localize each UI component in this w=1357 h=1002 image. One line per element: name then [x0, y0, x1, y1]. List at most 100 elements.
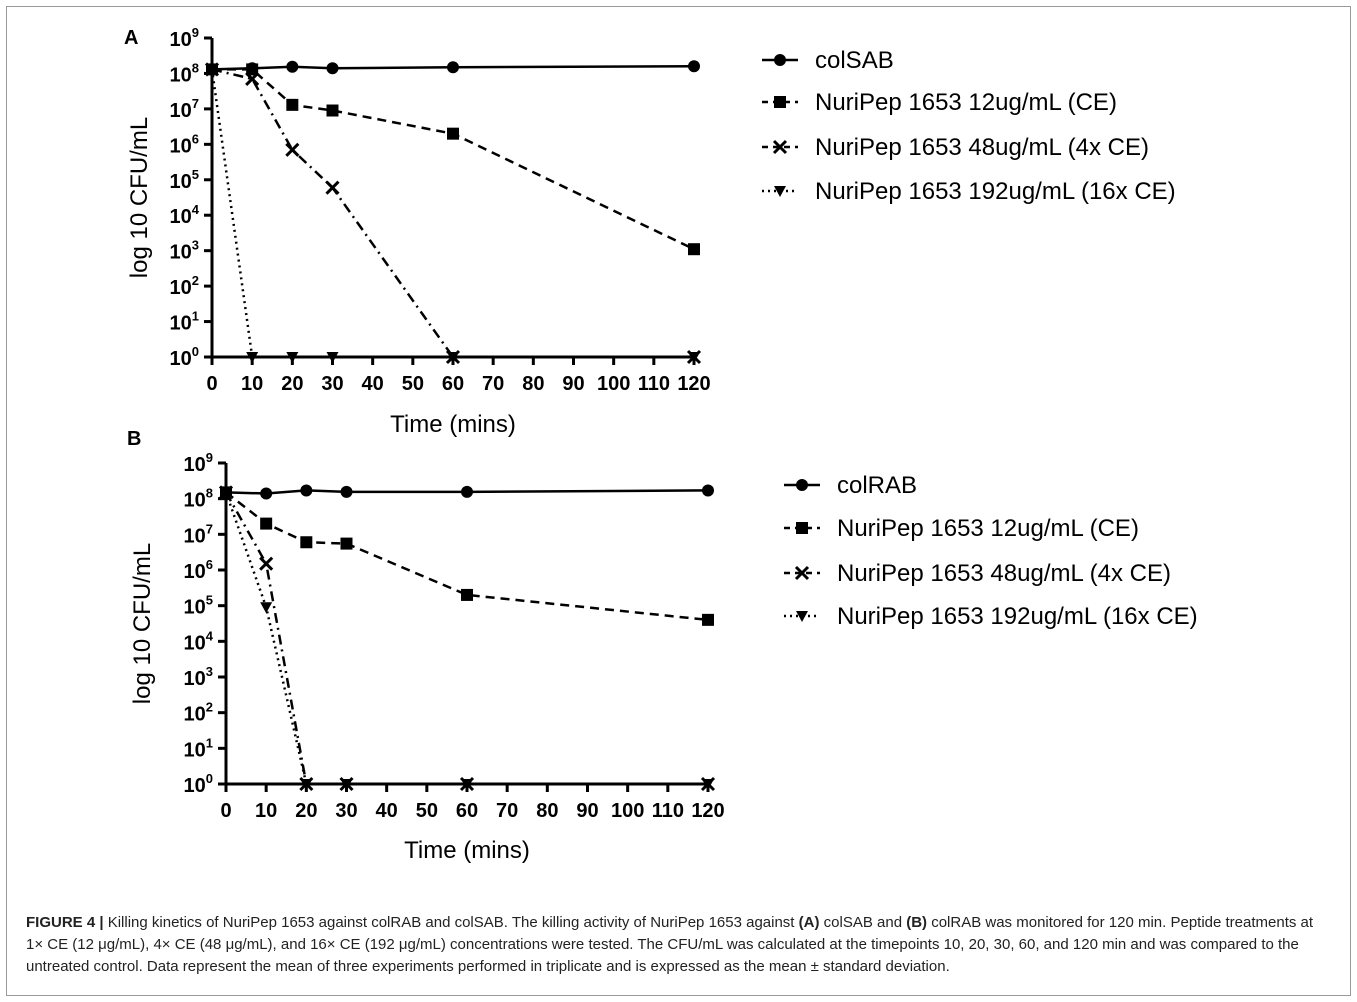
data-point-x — [259, 556, 274, 571]
y-tick-label: 107 — [184, 521, 213, 547]
legend-label: NuriPep 1653 192ug/mL (16x CE) — [815, 178, 1176, 205]
legend-label: colSAB — [815, 47, 894, 74]
data-point-circle — [286, 60, 299, 73]
series-triangle-down — [220, 487, 714, 790]
series-line-x — [211, 68, 694, 359]
data-point-square — [702, 613, 714, 626]
figure-caption: FIGURE 4 | Killing kinetics of NuriPep 1… — [26, 912, 1334, 978]
x-tick-label: 120 — [691, 800, 724, 822]
legend-label: NuriPep 1653 48ug/mL (4x CE) — [815, 134, 1149, 161]
y-tick-label: 106 — [170, 131, 199, 157]
data-point-triangle-down — [206, 64, 218, 76]
caption-ref-a: (A) — [798, 914, 820, 931]
data-point-square — [326, 104, 339, 117]
legend-marker-triangle-down — [774, 186, 786, 197]
data-point-square — [340, 537, 353, 550]
data-point-square — [260, 517, 273, 530]
data-point-circle — [340, 485, 353, 498]
data-point-triangle-down — [688, 352, 700, 363]
series-triangle-down — [206, 64, 700, 363]
data-point-circle — [461, 485, 473, 498]
x-tick-label: 10 — [255, 800, 277, 822]
data-point-triangle-down — [447, 352, 459, 363]
caption-text-3: colRAB was monitored for 120 min. Peptid… — [26, 914, 1314, 975]
x-tick-label: 50 — [416, 800, 438, 822]
series-square — [206, 63, 700, 256]
y-tick-label: 108 — [184, 486, 213, 512]
chart-panel-b: B 100 101 102 103 104 105 106 107 108 109 0 10 20 30 40… — [127, 428, 1198, 864]
data-point-circle — [447, 61, 459, 74]
series-circle — [206, 60, 700, 76]
legend-item-circle: colSAB — [762, 47, 894, 74]
legend-marker-x — [772, 139, 788, 155]
series-line-triangle-down — [224, 491, 708, 786]
y-tick-label: 101 — [184, 735, 213, 761]
data-point-square — [461, 588, 473, 601]
y-tick-label: 105 — [184, 593, 213, 619]
x-tick-label: 100 — [611, 800, 644, 822]
legend-item-x: NuriPep 1653 48ug/mL (4x CE) — [762, 134, 1149, 161]
legend-item-square: NuriPep 1653 12ug/mL (CE) — [784, 515, 1139, 542]
y-tick-label: 101 — [170, 309, 199, 335]
x-tick-label: 90 — [562, 373, 584, 395]
legend-label: NuriPep 1653 192ug/mL (16x CE) — [837, 603, 1198, 630]
data-point-triangle-down — [246, 352, 259, 363]
legend-marker-square — [774, 96, 786, 108]
series-square — [220, 486, 714, 626]
x-tick-label: 110 — [638, 373, 670, 395]
data-point-circle — [300, 484, 313, 497]
legend-marker-circle — [774, 54, 786, 66]
x-tick-label: 0 — [206, 373, 217, 395]
x-tick-label: 90 — [576, 800, 598, 822]
y-tick-label: 107 — [170, 96, 199, 122]
data-point-x — [245, 71, 260, 86]
data-point-square — [246, 63, 259, 76]
series-x — [204, 62, 702, 365]
x-tick-label: 100 — [597, 373, 630, 395]
series-line-circle — [225, 489, 709, 495]
y-tick-label: 105 — [170, 167, 199, 193]
data-point-triangle-down — [286, 352, 299, 363]
caption-text-2: colSAB and — [819, 914, 907, 931]
series-line-triangle-down — [210, 69, 694, 359]
legend-marker-triangle-down — [796, 611, 808, 622]
x-tick-label: 40 — [362, 373, 384, 395]
y-tick-label: 108 — [170, 60, 199, 86]
data-point-circle — [260, 487, 273, 500]
chart-panel-a: A 100 101 102 103 104 105 106 107 108 109 0 10 20 30 40… — [124, 25, 1176, 438]
x-tick-label: 10 — [241, 373, 263, 395]
panel-letter-a: A — [124, 27, 138, 49]
panel-letter-b: B — [127, 428, 141, 450]
data-point-square — [688, 243, 700, 256]
y-tick-label: 104 — [170, 202, 200, 228]
data-point-circle — [326, 62, 339, 75]
x-tick-label: 0 — [220, 800, 231, 822]
caption-text-1: Killing kinetics of NuriPep 1653 against… — [103, 914, 799, 931]
figure-frame — [6, 6, 1351, 996]
data-point-triangle-down — [340, 779, 353, 790]
x-tick-label: 120 — [677, 373, 710, 395]
data-point-triangle-down — [220, 487, 232, 499]
series-line-x — [224, 491, 708, 786]
y-tick-label: 102 — [184, 700, 213, 726]
x-tick-label: 20 — [295, 800, 317, 822]
y-axis-title: log 10 CFU/mL — [129, 543, 156, 704]
legend-label: NuriPep 1653 48ug/mL (4x CE) — [837, 560, 1171, 587]
y-tick-label: 100 — [170, 344, 199, 370]
series-line-square — [212, 68, 695, 251]
x-tick-label: 70 — [496, 800, 518, 822]
legend-item-circle: colRAB — [784, 472, 917, 499]
y-axis-title: log 10 CFU/mL — [126, 117, 153, 278]
data-point-square — [447, 127, 459, 140]
legend-marker-circle — [796, 479, 808, 491]
x-tick-label: 20 — [281, 373, 303, 395]
data-point-triangle-down — [260, 602, 273, 614]
data-point-circle — [702, 484, 714, 497]
x-axis-title: Time (mins) — [404, 837, 530, 864]
legend-label: NuriPep 1653 12ug/mL (CE) — [837, 515, 1139, 542]
data-point-square — [286, 98, 299, 111]
y-tick-label: 104 — [184, 628, 214, 654]
x-tick-label: 80 — [522, 373, 544, 395]
legend-item-square: NuriPep 1653 12ug/mL (CE) — [762, 89, 1117, 116]
y-tick-label: 100 — [184, 771, 213, 797]
